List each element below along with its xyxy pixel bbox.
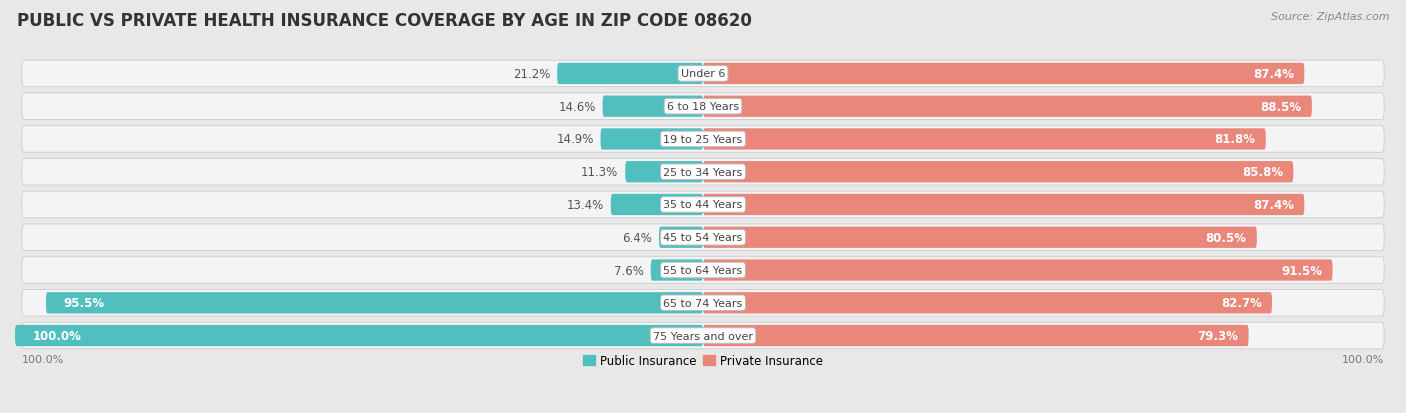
FancyBboxPatch shape [659,227,703,248]
FancyBboxPatch shape [22,224,1384,251]
FancyBboxPatch shape [22,61,1384,88]
Text: 79.3%: 79.3% [1198,329,1239,342]
Text: 25 to 34 Years: 25 to 34 Years [664,167,742,177]
FancyBboxPatch shape [610,195,703,216]
FancyBboxPatch shape [703,64,1305,85]
Text: 87.4%: 87.4% [1253,68,1294,81]
FancyBboxPatch shape [22,323,1384,349]
FancyBboxPatch shape [703,292,1272,313]
FancyBboxPatch shape [703,260,1333,281]
FancyBboxPatch shape [703,161,1294,183]
Text: 81.8%: 81.8% [1215,133,1256,146]
Text: 100.0%: 100.0% [32,329,82,342]
FancyBboxPatch shape [703,227,1257,248]
FancyBboxPatch shape [703,129,1265,150]
FancyBboxPatch shape [603,96,703,118]
FancyBboxPatch shape [703,325,1249,347]
Text: 45 to 54 Years: 45 to 54 Years [664,233,742,243]
FancyBboxPatch shape [46,292,703,313]
FancyBboxPatch shape [15,325,703,347]
FancyBboxPatch shape [703,96,1312,118]
Text: 75 Years and over: 75 Years and over [652,331,754,341]
FancyBboxPatch shape [651,260,703,281]
Text: 100.0%: 100.0% [22,354,65,364]
Text: 55 to 64 Years: 55 to 64 Years [664,266,742,275]
Text: 14.9%: 14.9% [557,133,593,146]
Text: 88.5%: 88.5% [1260,100,1302,114]
Text: 87.4%: 87.4% [1253,199,1294,211]
Text: 100.0%: 100.0% [1341,354,1384,364]
FancyBboxPatch shape [22,192,1384,218]
Text: Source: ZipAtlas.com: Source: ZipAtlas.com [1271,12,1389,22]
FancyBboxPatch shape [703,195,1305,216]
Text: 6.4%: 6.4% [623,231,652,244]
Text: 85.8%: 85.8% [1241,166,1284,179]
Text: 65 to 74 Years: 65 to 74 Years [664,298,742,308]
Text: 7.6%: 7.6% [614,264,644,277]
Text: 80.5%: 80.5% [1205,231,1247,244]
FancyBboxPatch shape [22,126,1384,153]
Text: 95.5%: 95.5% [63,297,104,309]
FancyBboxPatch shape [626,161,703,183]
Text: 35 to 44 Years: 35 to 44 Years [664,200,742,210]
Text: Under 6: Under 6 [681,69,725,79]
Text: 19 to 25 Years: 19 to 25 Years [664,135,742,145]
Text: PUBLIC VS PRIVATE HEALTH INSURANCE COVERAGE BY AGE IN ZIP CODE 08620: PUBLIC VS PRIVATE HEALTH INSURANCE COVER… [17,12,752,30]
FancyBboxPatch shape [557,64,703,85]
Text: 21.2%: 21.2% [513,68,550,81]
Text: 13.4%: 13.4% [567,199,605,211]
FancyBboxPatch shape [22,94,1384,120]
Text: 91.5%: 91.5% [1281,264,1322,277]
Text: 14.6%: 14.6% [558,100,596,114]
Text: 11.3%: 11.3% [581,166,619,179]
Text: 82.7%: 82.7% [1220,297,1261,309]
Text: 6 to 18 Years: 6 to 18 Years [666,102,740,112]
Legend: Public Insurance, Private Insurance: Public Insurance, Private Insurance [578,349,828,372]
FancyBboxPatch shape [22,290,1384,316]
FancyBboxPatch shape [22,159,1384,185]
FancyBboxPatch shape [600,129,703,150]
FancyBboxPatch shape [22,257,1384,284]
